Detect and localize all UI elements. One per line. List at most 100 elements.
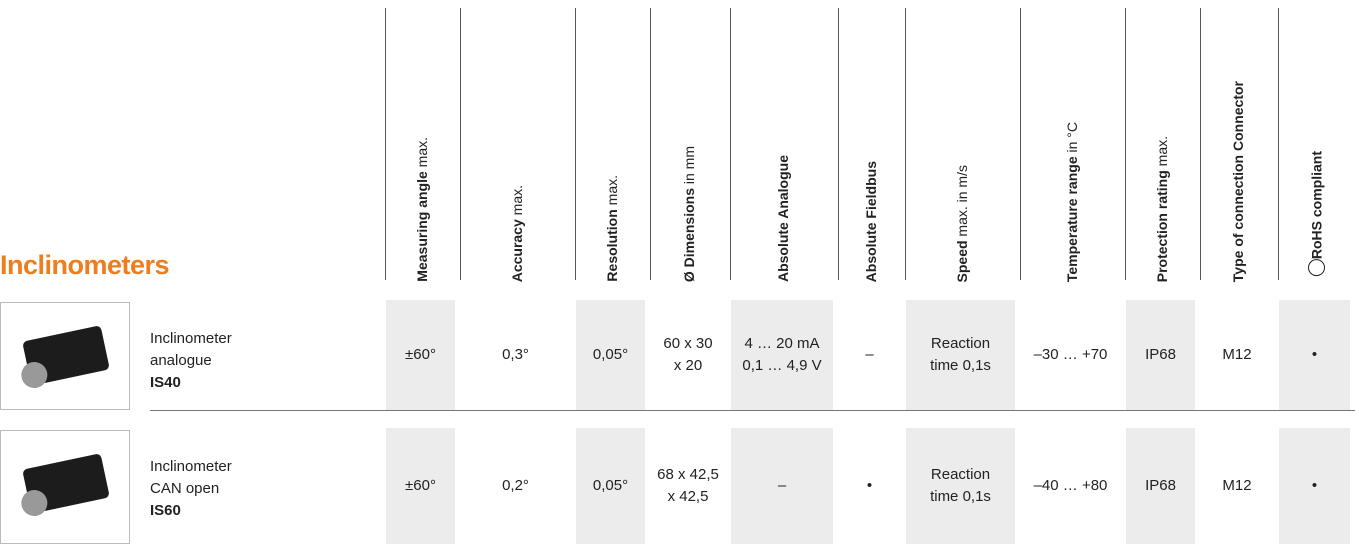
name-line: CAN open — [150, 480, 220, 497]
cell: – — [731, 428, 833, 544]
cell: –30 … +70 — [1021, 300, 1120, 410]
column-header: Measuring angle max. — [414, 137, 430, 282]
cell: IP68 — [1126, 428, 1195, 544]
cell-line: 0,1 … 4,9 V — [742, 357, 822, 374]
column-header: Speed max. in m/s — [954, 165, 970, 282]
column-header: Absolute Fieldbus — [863, 161, 879, 282]
cell: – — [839, 300, 900, 410]
model: IS40 — [150, 374, 181, 391]
cell-line: time 0,1s — [930, 357, 991, 374]
column-header: Type of connection Connector — [1230, 81, 1246, 282]
header-bold: Protection rating — [1153, 169, 1170, 282]
name-line: Inclinometer — [150, 330, 232, 347]
cell-line: Reaction — [930, 466, 991, 483]
column-divider — [1200, 8, 1201, 280]
column-divider — [1278, 8, 1279, 280]
cell: 60 x 30 x 20 — [651, 300, 725, 410]
cell: M12 — [1201, 300, 1273, 410]
cell: ±60° — [386, 300, 455, 410]
cell-line: – — [777, 477, 787, 494]
header-bold: Accuracy — [508, 218, 525, 282]
cell-line: time 0,1s — [930, 488, 991, 505]
cell: • — [1279, 428, 1350, 544]
name-line: analogue — [150, 352, 212, 369]
rohs-icon — [1307, 259, 1325, 276]
column-divider — [460, 8, 461, 280]
cell-line: x 20 — [673, 357, 703, 374]
header-bold: Absolute Fieldbus — [862, 160, 879, 282]
column-divider — [575, 8, 576, 280]
header-normal: max. — [603, 175, 620, 206]
cell: –40 … +80 — [1021, 428, 1120, 544]
column-divider — [905, 8, 906, 280]
header-normal: max. — [1153, 135, 1170, 167]
header-bold: Speed — [953, 239, 970, 282]
connector — [18, 487, 50, 519]
cell-line: IP68 — [1145, 346, 1176, 363]
header-bold: Measuring angle — [413, 171, 430, 282]
cell: 0,05° — [576, 300, 645, 410]
product-name: Inclinometer CAN open IS60 — [150, 456, 232, 522]
cell: IP68 — [1126, 300, 1195, 410]
section-title: Inclinometers — [0, 250, 170, 280]
column-divider — [385, 8, 386, 280]
product-image — [0, 302, 130, 410]
cell: • — [1279, 300, 1350, 410]
column-divider — [730, 8, 731, 280]
cell-line: 60 x 30 — [663, 335, 713, 352]
header-bold: RoHS compliant — [1308, 150, 1324, 259]
cell-line: x 42,5 — [667, 488, 709, 505]
row-separator — [150, 410, 1355, 411]
column-header: Resolution max. — [604, 175, 620, 282]
header-bold: Resolution — [603, 209, 620, 282]
header-normal: in mm — [681, 145, 697, 184]
cell-line: 0,05° — [592, 477, 629, 494]
header-bold: Absolute Analogue — [775, 154, 791, 282]
cell-line: • — [1311, 477, 1318, 494]
cell-line: – — [865, 346, 874, 363]
cell-line: ±60° — [405, 477, 436, 494]
header-normal: max. — [508, 184, 525, 216]
cell-line: 0,05° — [592, 346, 629, 363]
cell-line: 4 … 20 mA — [744, 335, 820, 352]
column-divider — [1125, 8, 1126, 280]
cell-line: –30 … +70 — [1033, 346, 1108, 363]
header-bold: Type of connection Connector — [1230, 80, 1246, 282]
cell: ±60° — [386, 428, 455, 544]
product-body — [18, 325, 110, 391]
cell-line: • — [1311, 346, 1318, 363]
cell: Reaction time 0,1s — [906, 300, 1015, 410]
cell-line: M12 — [1222, 346, 1252, 363]
header-normal: max. in m/s — [953, 164, 970, 237]
cell-line: 0,3° — [502, 346, 529, 363]
cell-line: 0,2° — [502, 477, 529, 494]
column-divider — [650, 8, 651, 280]
cell: • — [839, 428, 900, 544]
cell-line: ±60° — [405, 346, 436, 363]
product-name: Inclinometer analogue IS40 — [150, 328, 232, 394]
cell: 0,05° — [576, 428, 645, 544]
cell-line: IP68 — [1145, 477, 1176, 494]
header-bold: Temperature range — [1063, 156, 1080, 282]
column-header: Accuracy max. — [509, 185, 525, 282]
product-image — [0, 430, 130, 544]
cell: M12 — [1201, 428, 1273, 544]
cell-line: Reaction — [930, 335, 991, 352]
column-header: RoHS compliant — [1307, 150, 1325, 282]
header-normal: max. — [413, 137, 430, 168]
cell: 0,3° — [461, 300, 570, 410]
column-header: Protection rating max. — [1154, 136, 1170, 282]
header-normal: in °C — [1063, 121, 1080, 153]
cell: Reaction time 0,1s — [906, 428, 1015, 544]
cell-line: –40 … +80 — [1033, 477, 1108, 494]
column-header: Ø Dimensions in mm — [681, 146, 697, 282]
header-bold: Ø Dimensions — [681, 187, 697, 282]
name-line: Inclinometer — [150, 458, 232, 475]
cell-line: 68 x 42,5 — [657, 466, 719, 483]
cell-line: M12 — [1222, 477, 1252, 494]
cell: 0,2° — [461, 428, 570, 544]
column-divider — [1020, 8, 1021, 280]
column-header: Absolute Analogue — [775, 155, 791, 282]
column-header: Temperature range in °C — [1064, 122, 1080, 282]
